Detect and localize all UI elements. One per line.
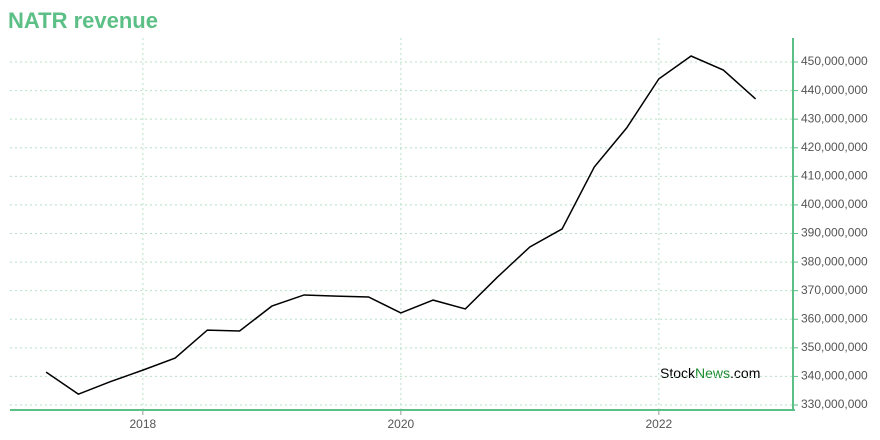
x-tick-label: 2020 [388,417,415,431]
line [45,55,757,395]
y-tick-label: 340,000,000 [801,369,868,383]
x-tick-label: 2022 [645,417,672,431]
y-tick-label: 450,000,000 [801,54,868,68]
y-tick-label: 380,000,000 [801,254,868,268]
watermark-brand: Stock [660,365,696,381]
y-tick-label: 420,000,000 [801,140,868,154]
y-tick-label: 360,000,000 [801,311,868,325]
y-tick-label: 410,000,000 [801,169,868,183]
y-tick-label: 440,000,000 [801,83,868,97]
watermark-suffix: .com [730,365,760,381]
watermark: StockNews.com [660,365,760,381]
y-tick-label: 390,000,000 [801,226,868,240]
watermark-accent: News [695,365,730,381]
y-tick-label: 430,000,000 [801,111,868,125]
x-tick-label: 2018 [130,417,157,431]
y-tick-label: 370,000,000 [801,283,868,297]
chart-title: NATR revenue [8,8,158,33]
y-tick-label: 330,000,000 [801,397,868,411]
y-tick-label: 350,000,000 [801,340,868,354]
y-tick-label: 400,000,000 [801,197,868,211]
